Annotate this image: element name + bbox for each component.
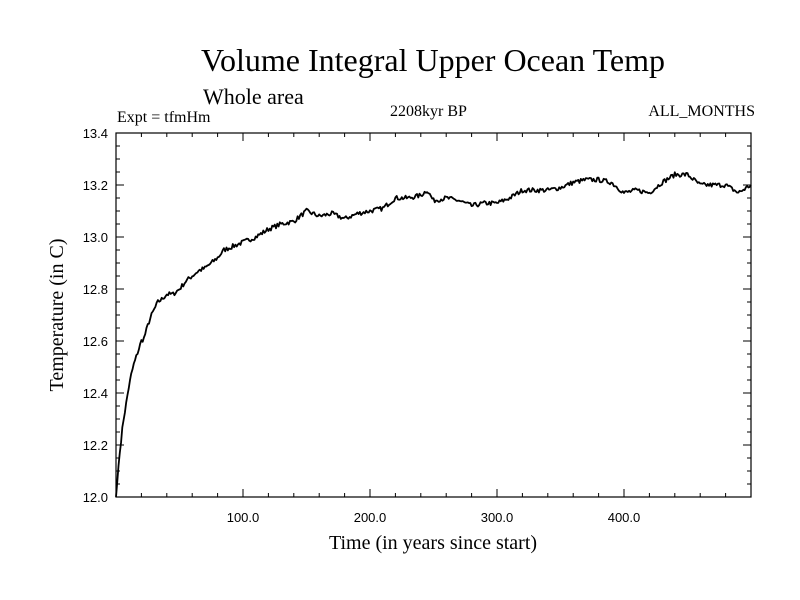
x-tick-label: 100.0 bbox=[227, 510, 260, 525]
x-tick-label: 200.0 bbox=[354, 510, 387, 525]
experiment-label: Expt = tfmHm bbox=[117, 109, 211, 126]
tick-labels-layer: 12.0 12.2 12.4 12.6 12.8 13.0 13.2 13.4 100.0 200… bbox=[83, 126, 641, 525]
y-tick-label: 13.0 bbox=[83, 230, 108, 245]
period-label: 2208kyr BP bbox=[390, 103, 467, 120]
chart-subtitle: Whole area bbox=[203, 84, 304, 109]
plot-frame bbox=[115, 132, 752, 498]
y-tick-label: 13.4 bbox=[83, 126, 108, 141]
series-line bbox=[115, 171, 752, 498]
x-axis-label: Time (in years since start) bbox=[329, 532, 537, 554]
y-tick-label: 12.0 bbox=[83, 490, 108, 505]
months-label: ALL_MONTHS bbox=[648, 103, 755, 120]
y-tick-label: 12.4 bbox=[83, 386, 108, 401]
x-tick-label: 400.0 bbox=[608, 510, 641, 525]
chart-title: Volume Integral Upper Ocean Temp bbox=[201, 42, 665, 78]
x-tick-label: 300.0 bbox=[481, 510, 514, 525]
y-axis-label: Temperature (in C) bbox=[46, 239, 68, 392]
y-tick-label: 12.2 bbox=[83, 438, 108, 453]
series-layer bbox=[115, 171, 752, 498]
y-tick-label: 12.8 bbox=[83, 282, 108, 297]
y-tick-label: 13.2 bbox=[83, 178, 108, 193]
y-tick-label: 12.6 bbox=[83, 334, 108, 349]
